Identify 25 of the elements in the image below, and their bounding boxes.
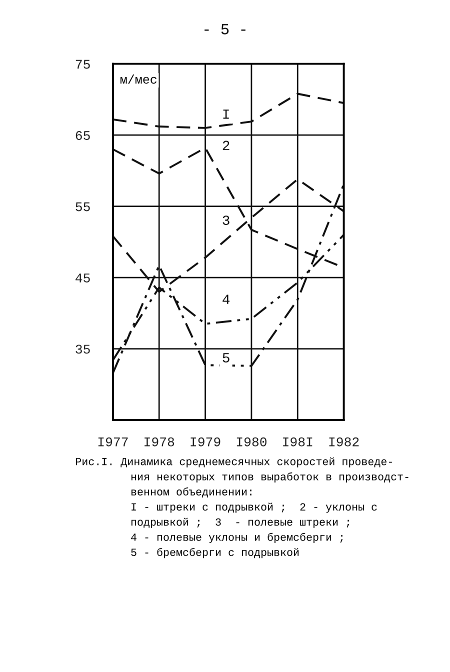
text: подрывкой ; 3 - полевые штреки ; — [131, 518, 350, 528]
series-label: 4 — [222, 294, 230, 304]
x-tick-label: I977 — [98, 437, 128, 446]
series-label: 2 — [222, 140, 230, 150]
y-axis-title: м/мес — [120, 74, 156, 84]
x-tick-label: I978 — [144, 437, 174, 446]
text: 4 - полевые уклоны и бремсберги ; — [131, 532, 343, 544]
text: - 5 - — [204, 24, 246, 34]
text: I - штреки с подрывкой ; 2 - уклоны с — [132, 502, 377, 513]
series-label: 3 — [222, 216, 230, 225]
series-label: I — [223, 110, 229, 119]
y-tick-label: 55 — [76, 202, 90, 212]
y-tick-label: 35 — [76, 344, 90, 354]
y-tick-label: 75 — [76, 60, 90, 69]
y-tick-label: 45 — [76, 274, 90, 282]
text: ния некоторых типов выработок в производст- — [131, 472, 408, 483]
x-tick-label: I980 — [236, 437, 266, 446]
text: 5 - бремсберги с подрывкой — [131, 548, 299, 558]
series-label: 5 — [222, 353, 230, 362]
x-tick-label: I982 — [329, 437, 359, 446]
x-tick-label: I979 — [190, 437, 220, 446]
text: Рис.I. Динамика среднемесячных скоростей проведе- — [76, 457, 392, 468]
text: венном объединении: — [131, 487, 252, 498]
x-tick-label: I98I — [283, 437, 312, 446]
y-tick-label: 65 — [76, 131, 90, 140]
